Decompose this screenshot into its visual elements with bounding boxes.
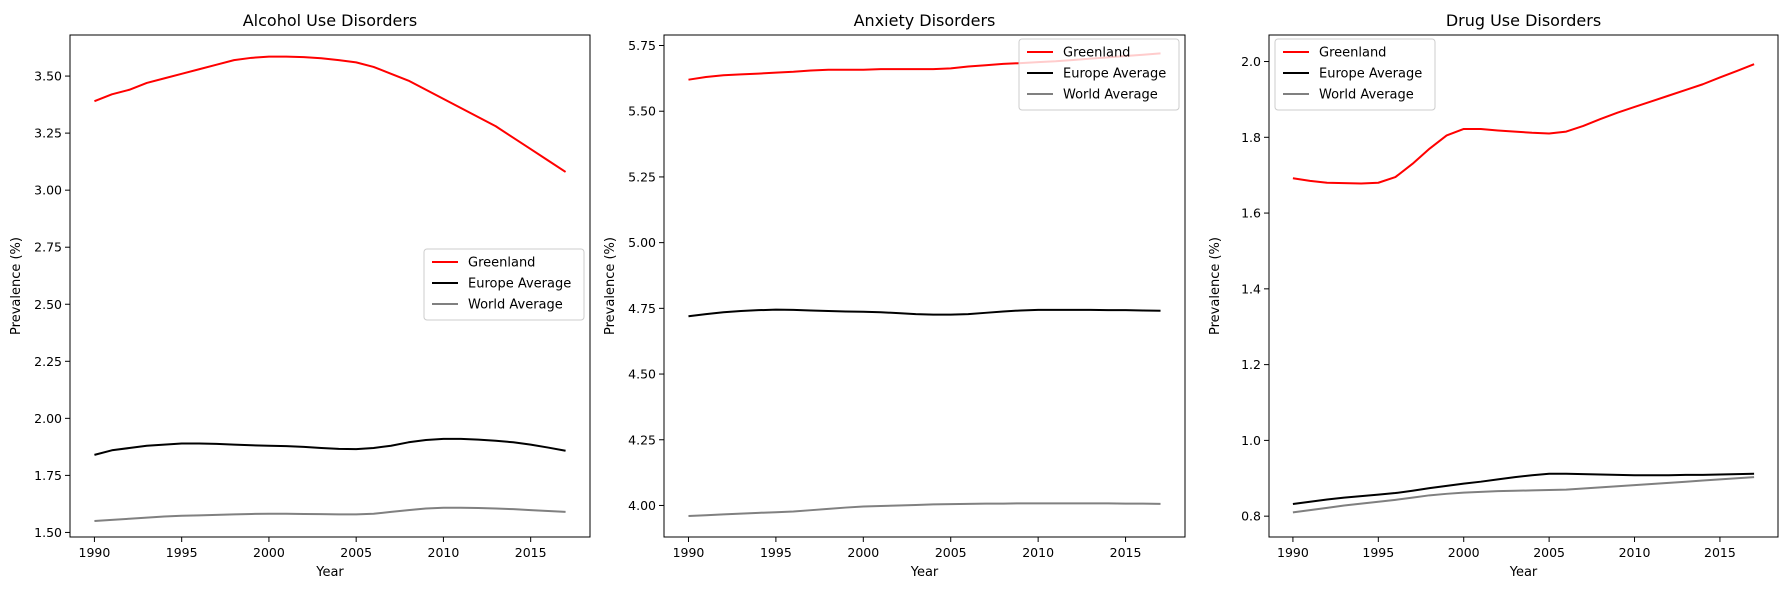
legend-box	[1018, 38, 1180, 111]
y-tick-label: 5.50	[628, 104, 656, 119]
series-line-greenland	[94, 55, 567, 173]
y-tick-label: 4.75	[628, 301, 656, 316]
y-axis-label: Prevalence (%)	[9, 237, 24, 335]
series-line-world-average	[688, 502, 1161, 517]
chart-title: Anxiety Disorders	[854, 11, 996, 30]
y-tick-label: 5.25	[628, 169, 656, 184]
legend-label: World Average	[468, 298, 563, 313]
legend-label: World Average	[1319, 88, 1414, 103]
plot-frame	[663, 34, 1186, 538]
legend: Greenland Europe Average World Average	[1274, 38, 1436, 111]
y-tick-label: 5.00	[628, 235, 656, 250]
y-tick-label: 1.50	[34, 525, 62, 540]
legend-label: Greenland	[1319, 46, 1386, 61]
legend-label: Europe Average	[1319, 67, 1422, 82]
legend-label: World Average	[1063, 88, 1158, 103]
x-tick-label: 2015	[515, 545, 547, 560]
x-tick-label: 2010	[1022, 545, 1054, 560]
x-tick-label: 2005	[1533, 545, 1565, 560]
series-line-europe-average	[688, 308, 1161, 318]
y-tick-label: 1.2	[1241, 357, 1261, 372]
chart-title: Drug Use Disorders	[1446, 11, 1601, 30]
series-line-europe-average	[1292, 472, 1755, 506]
x-tick-label: 2000	[253, 545, 285, 560]
y-tick-label: 2.0	[1241, 54, 1261, 69]
legend-label: Europe Average	[468, 277, 571, 292]
x-axis-label: Year	[315, 565, 344, 580]
x-tick-label: 2010	[428, 545, 460, 560]
legend-box	[1274, 38, 1436, 111]
y-tick-label: 1.8	[1241, 130, 1261, 145]
y-tick-label: 4.00	[628, 498, 656, 513]
chart-panel-1: Alcohol Use Disorders 1990 1995 2000 2005 201…	[9, 11, 591, 580]
series-line-world-average	[94, 506, 566, 523]
series-line-greenland	[1292, 63, 1755, 185]
legend-box	[423, 248, 585, 321]
legend-label: Europe Average	[1063, 67, 1166, 82]
y-tick-label: 4.50	[628, 367, 656, 382]
y-tick-label: 0.8	[1241, 509, 1261, 524]
x-tick-label: 2015	[1110, 545, 1142, 560]
x-axis-label: Year	[910, 565, 939, 580]
legend: Greenland Europe Average World Average	[1018, 38, 1180, 111]
x-tick-label: 1990	[79, 545, 111, 560]
y-tick-label: 2.50	[34, 297, 62, 312]
plot-frame	[1268, 34, 1779, 538]
series-line-europe-average	[94, 437, 566, 456]
y-tick-label: 1.75	[34, 468, 62, 483]
y-tick-label: 3.50	[34, 69, 62, 84]
x-tick-label: 2000	[1448, 545, 1480, 560]
legend-label: Greenland	[468, 256, 535, 271]
y-tick-label: 4.25	[628, 432, 656, 447]
x-tick-label: 1995	[760, 545, 792, 560]
x-tick-label: 2015	[1704, 545, 1736, 560]
x-tick-label: 2005	[935, 545, 967, 560]
y-tick-label: 1.4	[1241, 281, 1261, 296]
legend-label: Greenland	[1063, 46, 1130, 61]
y-tick-label: 1.0	[1241, 433, 1261, 448]
chart-title: Alcohol Use Disorders	[243, 11, 418, 30]
legend: Greenland Europe Average World Average	[423, 248, 585, 321]
x-tick-label: 2010	[1619, 545, 1651, 560]
y-tick-label: 3.00	[34, 183, 62, 198]
x-axis-label: Year	[1509, 565, 1538, 580]
y-tick-label: 2.25	[34, 354, 62, 369]
y-tick-label: 1.6	[1241, 206, 1261, 221]
x-tick-label: 1995	[166, 545, 198, 560]
y-tick-label: 2.75	[34, 240, 62, 255]
x-tick-label: 2000	[847, 545, 879, 560]
x-tick-label: 1990	[673, 545, 705, 560]
y-tick-label: 3.25	[34, 126, 62, 141]
y-tick-label: 5.75	[628, 38, 656, 53]
plot-frame	[69, 34, 591, 538]
y-tick-label: 2.00	[34, 411, 62, 426]
x-tick-label: 1990	[1277, 545, 1309, 560]
y-axis-label: Prevalence (%)	[1208, 237, 1223, 335]
chart-panel-3: Drug Use Disorders 1990 1995 2000 2005 2010 20…	[1208, 11, 1779, 580]
series-line-world-average	[1292, 476, 1755, 514]
chart-panel-2: Anxiety Disorders 1990 1995 2000 2005 2010 201…	[603, 11, 1186, 580]
x-tick-label: 2005	[340, 545, 372, 560]
x-tick-label: 1995	[1362, 545, 1394, 560]
y-axis-label: Prevalence (%)	[603, 237, 618, 335]
